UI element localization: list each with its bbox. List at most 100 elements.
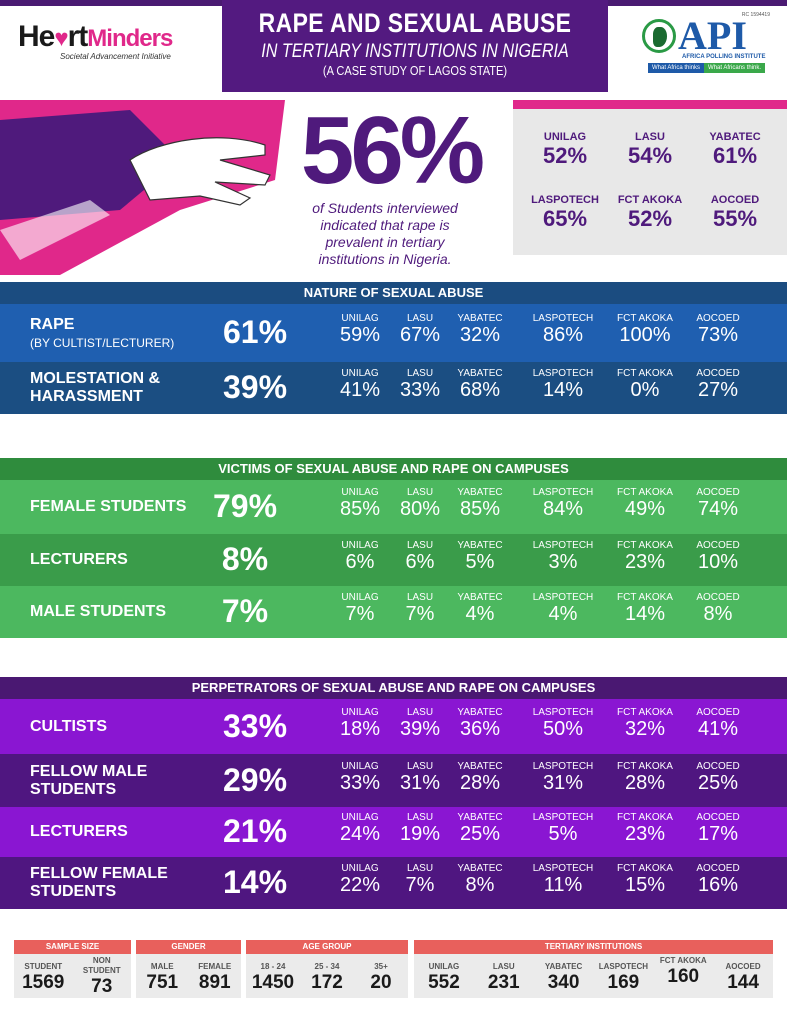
institution-stat: LASPOTECH 84% (523, 487, 603, 521)
institution-stat: LASPOTECH 50% (523, 707, 603, 741)
institution-value: 50% (542, 717, 584, 740)
section-header: VICTIMS OF SEXUAL ABUSE AND RAPE ON CAMP… (0, 458, 787, 480)
footer-stat-name: 18 - 24 (260, 962, 286, 971)
row-total: 79% (212, 488, 278, 524)
institution-name: AOCOED (696, 760, 740, 772)
footer-stat-name: NON STUDENT (82, 956, 121, 975)
footer-stat: MALE 751 (132, 962, 192, 994)
stat-row: MALE STUDENTS 7% UNILAG 7% LASU 7% YABATEC 4% LA… (0, 586, 787, 638)
api-tag: What Africa thinks (648, 63, 705, 73)
institution-stat: UNILAG 6% (320, 540, 400, 574)
institution-stat: LASU 39% (380, 707, 460, 741)
row-label-text: MOLESTATION & HARASSMENT (30, 370, 161, 405)
institution-value: 41% (339, 379, 381, 401)
row-total: 21% (222, 813, 288, 849)
row-label-text: FELLOW FEMALE STUDENTS (30, 865, 168, 900)
institution-stat: FCT AKOKA 49% (605, 487, 685, 521)
stat-row: LECTURERS 8% UNILAG 6% LASU 6% YABATEC 5% LASPOT… (0, 534, 787, 586)
institution-name: UNILAG (341, 540, 379, 551)
footer-stat: LASPOTECH 169 (593, 962, 653, 994)
institution-name: LASPOTECH (532, 313, 594, 324)
institution-stat: UNILAG 85% (320, 487, 400, 521)
institution-stat: LASPOTECH 86% (523, 313, 603, 347)
stat-row: LECTURERS 21% UNILAG 24% LASU 19% YABATEC 25% LA… (0, 807, 787, 857)
footer-box-age-group: AGE GROUP 18 - 24 1450 25 - 34 172 35+ 20 (246, 940, 408, 998)
institution-stat: LASPOTECH 65% (525, 194, 605, 232)
institution-name: UNILAG (341, 368, 379, 379)
institution-value: 7% (405, 874, 435, 896)
row-label-text: LECTURERS (30, 823, 128, 840)
api-wordmark: API (678, 13, 747, 58)
institution-value: 59% (339, 324, 381, 346)
institution-name: AOCOED (696, 313, 740, 324)
institution-name: LASU (406, 592, 434, 603)
institution-value: 74% (697, 498, 739, 520)
institution-name: UNILAG (341, 706, 379, 718)
institution-name: AOCOED (696, 487, 740, 498)
institution-stat: LASPOTECH 4% (523, 592, 603, 626)
footer-stat-value: 144 (727, 972, 759, 993)
institution-value: 17% (697, 823, 739, 845)
institution-stat: LASU 80% (380, 487, 460, 521)
institution-value: 54% (627, 143, 673, 168)
institution-name: YABATEC (457, 812, 503, 823)
institution-stat: FCT AKOKA 32% (605, 707, 685, 741)
institution-value: 5% (465, 551, 495, 573)
institution-value: 65% (542, 206, 588, 231)
institution-stat: YABATEC 4% (440, 592, 520, 626)
row-label-text: MALE STUDENTS (30, 603, 166, 620)
institution-value: 10% (697, 551, 739, 573)
institution-stat: YABATEC 36% (440, 707, 520, 741)
institution-value: 22% (339, 874, 381, 896)
institution-stat: AOCOED 73% (678, 313, 758, 347)
institution-name: AOCOED (696, 863, 740, 874)
institution-name: LASU (406, 487, 434, 498)
institution-stat: AOCOED 17% (678, 812, 758, 846)
institution-value: 41% (697, 717, 739, 740)
institution-name: UNILAG (341, 863, 379, 874)
institution-stat: LASPOTECH 11% (523, 863, 603, 897)
footer-stat: FCT AKOKA 160 (653, 956, 713, 988)
institution-value: 14% (542, 379, 584, 401)
row-label: RAPE (BY CULTIST/LECTURER) (30, 316, 180, 352)
rc-number: RC 1594419 (741, 12, 770, 18)
footer-stat-value: 751 (146, 972, 179, 993)
institution-stat: YABATEC 61% (695, 131, 775, 169)
footer-stat-value: 340 (547, 972, 580, 993)
institution-value: 5% (548, 823, 578, 845)
footer-box-sample-size: SAMPLE SIZE STUDENT 1569 NON STUDENT 73 (14, 940, 131, 998)
footer-stat-value: 1450 (251, 972, 295, 993)
institution-name: FCT AKOKA (617, 706, 673, 718)
api-fullname: AFRICA POLLING INSTITUTE (682, 54, 766, 60)
institution-value: 33% (399, 379, 441, 401)
institution-value: 85% (459, 498, 501, 520)
institution-stat: FCT AKOKA 15% (605, 863, 685, 897)
institution-value: 31% (542, 771, 584, 794)
institution-stat: UNILAG 18% (320, 707, 400, 741)
institution-name: YABATEC (457, 592, 503, 603)
headline-caption: of Students interviewed indicated that r… (312, 200, 458, 267)
footer-box-title: SAMPLE SIZE (14, 940, 131, 954)
institution-name: LASU (406, 540, 434, 551)
heart-icon: ♥ (54, 25, 68, 52)
institution-value: 52% (627, 206, 673, 231)
footer-stat-name: MALE (150, 962, 174, 971)
hand-illustration (0, 100, 285, 275)
institution-value: 39% (399, 717, 441, 740)
footer-stat-name: FEMALE (198, 962, 232, 971)
institution-name: YABATEC (457, 760, 503, 772)
prevalence-by-institution: UNILAG 52% LASU 54% YABATEC 61% LASPOTECH 65% FC… (513, 100, 787, 255)
institution-name: AOCOED (696, 706, 740, 718)
institution-value: 100% (619, 324, 671, 346)
footer-stat: 18 - 24 1450 (243, 962, 303, 994)
footer-stat: 35+ 20 (351, 962, 411, 994)
institution-value: 23% (624, 551, 666, 573)
africa-globe-icon (642, 19, 676, 53)
institution-value: 11% (543, 874, 583, 896)
footer-stat-name: 35+ (374, 962, 388, 971)
row-total: 39% (222, 369, 288, 405)
institution-name: FCT AKOKA (617, 487, 673, 498)
institution-value: 33% (339, 771, 381, 794)
institution-name: UNILAG (341, 592, 379, 603)
institution-stat: LASU 31% (380, 761, 460, 795)
